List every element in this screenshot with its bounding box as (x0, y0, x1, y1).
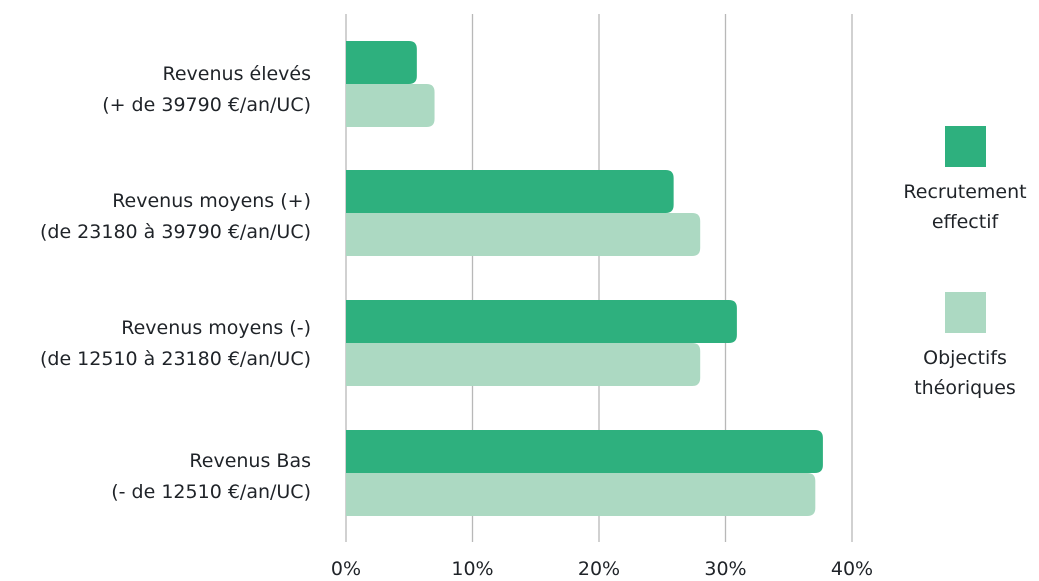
legend-label-recrutement: Recrutement effectif (903, 181, 1027, 233)
legend-item-objectifs: Objectifs théoriques (880, 292, 1039, 403)
category-label-mid-plus-income: Revenus moyens (+) (de 23180 à 39790 €/a… (39, 190, 311, 243)
category-label-low-income: Revenus Bas (- de 12510 €/an/UC) (111, 450, 311, 503)
bar-objectifs-theoriques (346, 473, 816, 516)
x-tick-label: 0% (331, 558, 361, 580)
legend-swatch-recrutement (944, 126, 986, 167)
legend-label-objectifs: Objectifs théoriques (914, 347, 1016, 399)
bar-objectifs-theoriques (346, 213, 701, 256)
bar-recrutement-effectif (346, 41, 417, 84)
legend-item-recrutement: Recrutement effectif (880, 126, 1039, 237)
x-tick-label: 40% (831, 558, 873, 580)
x-tick-label: 10% (451, 558, 493, 580)
bars (346, 41, 823, 516)
category-label-high-income: Revenus élevés (+ de 39790 €/an/UC) (102, 63, 311, 116)
category-label-mid-minus-income: Revenus moyens (-) (de 12510 à 23180 €/a… (39, 317, 311, 370)
bar-recrutement-effectif (346, 300, 737, 343)
legend-swatch-objectifs (944, 292, 986, 333)
bar-recrutement-effectif (346, 170, 674, 213)
bar-objectifs-theoriques (346, 84, 435, 127)
bar-recrutement-effectif (346, 430, 823, 473)
x-tick-label: 20% (578, 558, 620, 580)
x-axis-ticks: 0% 10% 20% 30% 40% (331, 558, 873, 580)
bar-objectifs-theoriques (346, 343, 701, 386)
x-tick-label: 30% (704, 558, 746, 580)
